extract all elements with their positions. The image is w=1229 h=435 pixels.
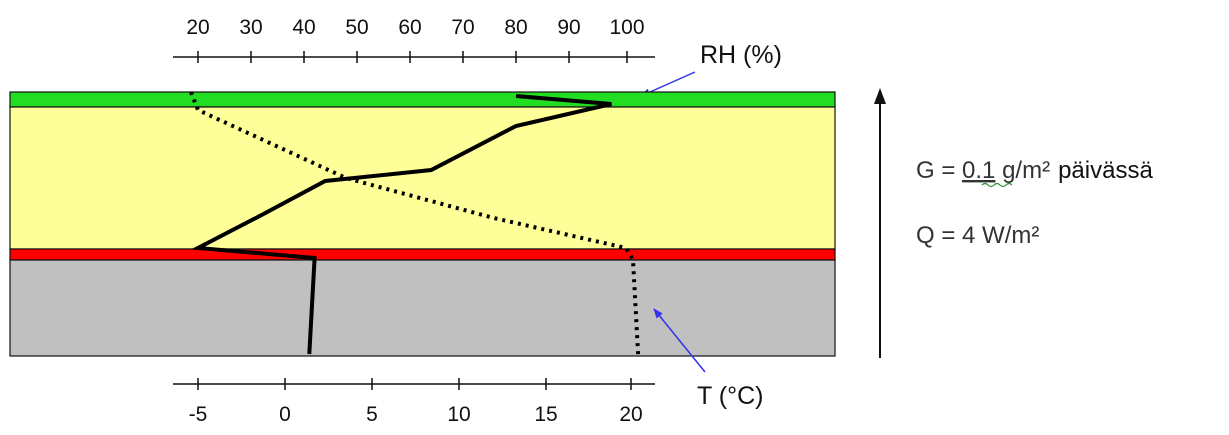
rh-tick-label: 40	[292, 16, 315, 39]
g-equation-unit: g/m²	[995, 157, 1050, 184]
spellcheck-underline	[981, 182, 1013, 188]
temperature-pointer-arrow	[653, 308, 706, 373]
rh-tick-label: 20	[186, 16, 209, 39]
g-equation-value: 0.1	[962, 157, 995, 184]
membrane-layer	[9, 248, 836, 261]
q-equation: Q = 4 W/m²	[916, 222, 1039, 249]
temperature-axis-label: T (°C)	[697, 382, 763, 410]
temperature-tick-label: 0	[279, 403, 291, 426]
temperature-axis: -5 0 5 10 15 20	[173, 378, 655, 426]
g-equation: G = 0.1 g/m² päivässä	[916, 157, 1153, 184]
rh-tick-label: 70	[451, 16, 474, 39]
temperature-tick-label: 20	[619, 403, 642, 426]
flow-arrow-head	[874, 88, 886, 104]
temperature-tick-label: -5	[189, 403, 208, 426]
rh-tick-label: 60	[398, 16, 421, 39]
temperature-tick-label: 15	[534, 403, 557, 426]
rh-axis-label: RH (%)	[700, 41, 782, 69]
g-equation-suffix: päivässä	[1058, 157, 1153, 184]
base-layer	[9, 259, 836, 357]
g-equation-prefix: G =	[916, 157, 962, 184]
rh-tick-label: 80	[504, 16, 527, 39]
rh-axis: 20 30 40 50 60 70 80 90 100	[173, 16, 655, 63]
rh-tick-label: 90	[557, 16, 580, 39]
rh-tick-label: 100	[609, 16, 644, 39]
insulation-layer	[9, 106, 836, 250]
top-layer	[9, 91, 836, 108]
rh-tick-label: 30	[239, 16, 262, 39]
rh-tick-label: 50	[345, 16, 368, 39]
temperature-tick-label: 10	[447, 403, 470, 426]
rh-curve	[190, 94, 612, 355]
temperature-tick-label: 5	[366, 403, 378, 426]
